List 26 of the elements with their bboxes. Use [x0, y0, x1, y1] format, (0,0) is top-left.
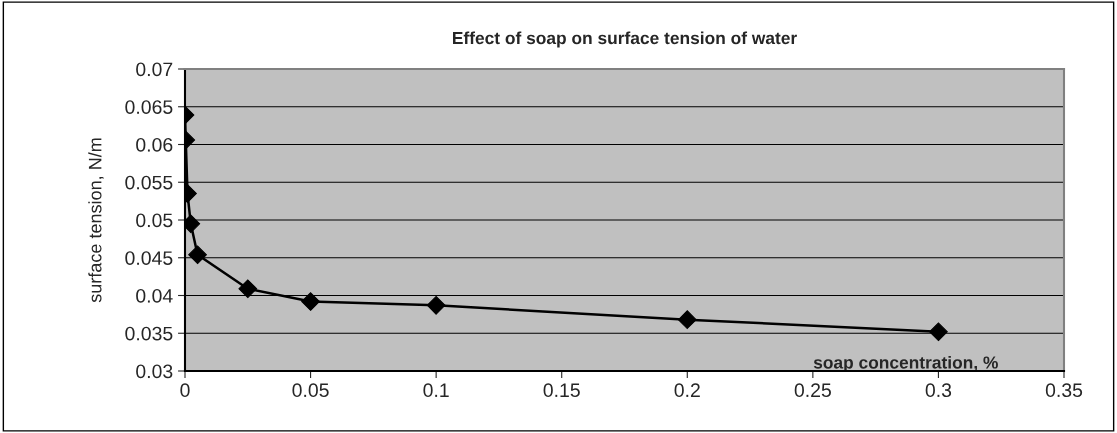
point	[301, 292, 320, 311]
y-tick-label: 0.06	[136, 137, 173, 152]
point	[426, 295, 446, 315]
y-tick-label: 0.04	[136, 288, 173, 303]
x-tick-label: 0.2	[674, 383, 700, 398]
x-axis-title: soap concentration, %	[813, 355, 998, 373]
x-tick-label: 0.15	[543, 383, 580, 398]
y-tick-label: 0.035	[125, 326, 173, 341]
y-axis-title: surface tension, N/m	[88, 138, 104, 303]
point	[677, 310, 697, 330]
y-tick-label: 0.055	[125, 175, 173, 190]
point	[929, 322, 948, 342]
y-tick-label: 0.045	[125, 251, 173, 265]
x-tick-label: 0.25	[794, 383, 831, 398]
point	[238, 279, 258, 299]
y-tick-label: 0.05	[136, 213, 173, 228]
chart-title: Effect of soap on surface tension of water	[453, 31, 797, 48]
x-tick-label: 0.3	[925, 383, 952, 398]
x-tick-label: 0.1	[423, 383, 449, 398]
y-tick-label: 0.065	[125, 100, 173, 114]
x-tick-label: 0	[180, 383, 190, 398]
x-tick-label: 0.05	[292, 383, 329, 398]
x-tick-label: 0.35	[1045, 383, 1083, 398]
y-tick-label: 0.07	[136, 62, 173, 77]
point	[188, 245, 207, 265]
y-tick-label: 0.03	[136, 364, 173, 379]
